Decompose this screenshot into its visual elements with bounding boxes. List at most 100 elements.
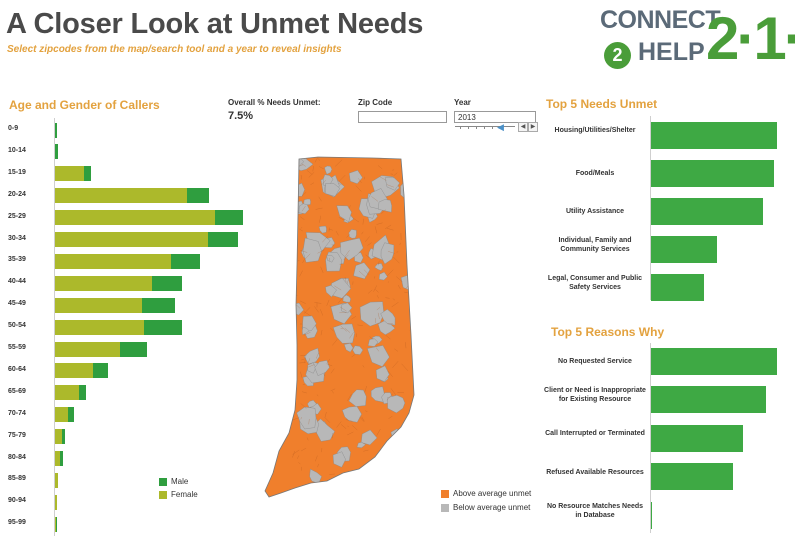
male-bar[interactable] bbox=[79, 385, 86, 401]
zip-code-input[interactable] bbox=[358, 111, 447, 123]
below-average-region[interactable] bbox=[324, 165, 333, 175]
female-bar[interactable] bbox=[55, 407, 68, 423]
male-bar[interactable] bbox=[171, 253, 200, 269]
female-bar[interactable] bbox=[55, 451, 60, 466]
below-average-region[interactable] bbox=[386, 444, 405, 472]
below-average-region[interactable] bbox=[367, 345, 390, 367]
below-average-region[interactable] bbox=[303, 198, 311, 206]
below-average-region[interactable] bbox=[281, 228, 295, 244]
below-average-region[interactable] bbox=[378, 199, 392, 213]
below-average-region[interactable] bbox=[352, 345, 364, 355]
female-bar[interactable] bbox=[55, 166, 84, 182]
below-average-region[interactable] bbox=[324, 183, 341, 197]
below-average-region[interactable] bbox=[378, 271, 388, 281]
male-bar[interactable] bbox=[60, 451, 63, 466]
below-average-region[interactable] bbox=[360, 429, 378, 446]
reason-bar[interactable] bbox=[651, 347, 777, 375]
year-slider-track[interactable] bbox=[455, 126, 515, 127]
slider-prev-button[interactable]: ◀ bbox=[518, 122, 528, 132]
below-average-region[interactable] bbox=[362, 474, 376, 487]
female-bar[interactable] bbox=[55, 232, 208, 247]
below-average-region[interactable] bbox=[374, 263, 384, 271]
reason-bar[interactable] bbox=[651, 501, 653, 529]
below-average-region[interactable] bbox=[332, 323, 355, 344]
male-bar[interactable] bbox=[55, 144, 58, 160]
below-average-region[interactable] bbox=[325, 285, 337, 298]
need-bar[interactable] bbox=[651, 159, 775, 187]
below-average-region[interactable] bbox=[342, 406, 362, 423]
female-bar[interactable] bbox=[55, 253, 171, 269]
below-average-region[interactable] bbox=[375, 365, 390, 382]
female-bar[interactable] bbox=[55, 429, 62, 445]
below-average-region[interactable] bbox=[389, 438, 397, 447]
below-average-region[interactable] bbox=[380, 242, 395, 265]
female-bar[interactable] bbox=[55, 297, 142, 313]
male-bar[interactable] bbox=[152, 275, 182, 291]
below-average-region[interactable] bbox=[342, 294, 351, 303]
below-average-region[interactable] bbox=[380, 309, 396, 326]
below-average-region[interactable] bbox=[384, 177, 400, 191]
below-average-region[interactable] bbox=[370, 386, 385, 403]
below-average-region[interactable] bbox=[302, 327, 310, 336]
female-bar[interactable] bbox=[55, 363, 93, 379]
male-bar[interactable] bbox=[208, 232, 238, 247]
below-average-region[interactable] bbox=[326, 254, 335, 263]
below-average-region[interactable] bbox=[353, 262, 371, 280]
female-bar[interactable] bbox=[55, 188, 187, 204]
reason-bar[interactable] bbox=[651, 424, 743, 452]
below-average-region[interactable] bbox=[336, 205, 352, 223]
below-average-region[interactable] bbox=[356, 441, 366, 448]
male-bar[interactable] bbox=[56, 516, 57, 532]
female-bar[interactable] bbox=[55, 494, 57, 510]
male-bar[interactable] bbox=[62, 429, 65, 445]
indiana-zipcode-map[interactable] bbox=[255, 155, 435, 520]
below-average-region[interactable] bbox=[382, 479, 402, 500]
need-bar[interactable] bbox=[651, 235, 717, 263]
female-bar[interactable] bbox=[55, 210, 215, 226]
below-average-region[interactable] bbox=[307, 399, 317, 408]
male-bar[interactable] bbox=[144, 319, 182, 335]
map-regions[interactable] bbox=[255, 155, 435, 520]
below-average-region[interactable] bbox=[387, 395, 406, 414]
below-average-region[interactable] bbox=[358, 475, 376, 493]
below-average-region[interactable] bbox=[281, 191, 296, 211]
female-bar[interactable] bbox=[55, 319, 144, 335]
slider-next-button[interactable]: ▶ bbox=[528, 122, 538, 132]
below-average-region[interactable] bbox=[367, 338, 379, 347]
below-average-region[interactable] bbox=[304, 347, 320, 365]
below-average-region[interactable] bbox=[307, 362, 317, 374]
below-average-region[interactable] bbox=[363, 471, 375, 479]
male-bar[interactable] bbox=[93, 363, 108, 379]
female-bar[interactable] bbox=[55, 472, 58, 488]
female-bar[interactable] bbox=[55, 275, 152, 291]
year-select[interactable]: 2013 bbox=[454, 111, 536, 123]
below-average-region[interactable] bbox=[348, 229, 357, 239]
female-bar[interactable] bbox=[55, 516, 56, 532]
below-average-region[interactable] bbox=[348, 389, 367, 407]
female-bar[interactable] bbox=[55, 385, 79, 401]
male-bar[interactable] bbox=[187, 188, 209, 204]
below-average-region[interactable] bbox=[403, 434, 427, 452]
below-average-region[interactable] bbox=[332, 451, 346, 468]
reason-bar[interactable] bbox=[651, 463, 733, 490]
below-average-region[interactable] bbox=[359, 301, 385, 327]
below-average-region[interactable] bbox=[318, 225, 327, 234]
male-bar[interactable] bbox=[55, 122, 57, 138]
male-bar[interactable] bbox=[68, 407, 74, 423]
male-bar[interactable] bbox=[215, 210, 243, 226]
map-svg[interactable] bbox=[255, 155, 435, 520]
below-average-region[interactable] bbox=[348, 170, 363, 184]
below-average-region[interactable] bbox=[314, 360, 330, 376]
male-bar[interactable] bbox=[120, 341, 147, 357]
below-average-region[interactable] bbox=[343, 343, 354, 353]
need-bar[interactable] bbox=[651, 121, 777, 149]
male-bar[interactable] bbox=[142, 297, 175, 313]
female-bar[interactable] bbox=[55, 341, 120, 357]
below-average-region[interactable] bbox=[296, 406, 317, 430]
need-bar[interactable] bbox=[651, 197, 764, 225]
need-bar[interactable] bbox=[651, 273, 704, 301]
below-average-region[interactable] bbox=[278, 293, 293, 308]
below-average-region[interactable] bbox=[407, 460, 418, 473]
below-average-region[interactable] bbox=[394, 482, 411, 498]
below-average-region[interactable] bbox=[302, 315, 317, 332]
